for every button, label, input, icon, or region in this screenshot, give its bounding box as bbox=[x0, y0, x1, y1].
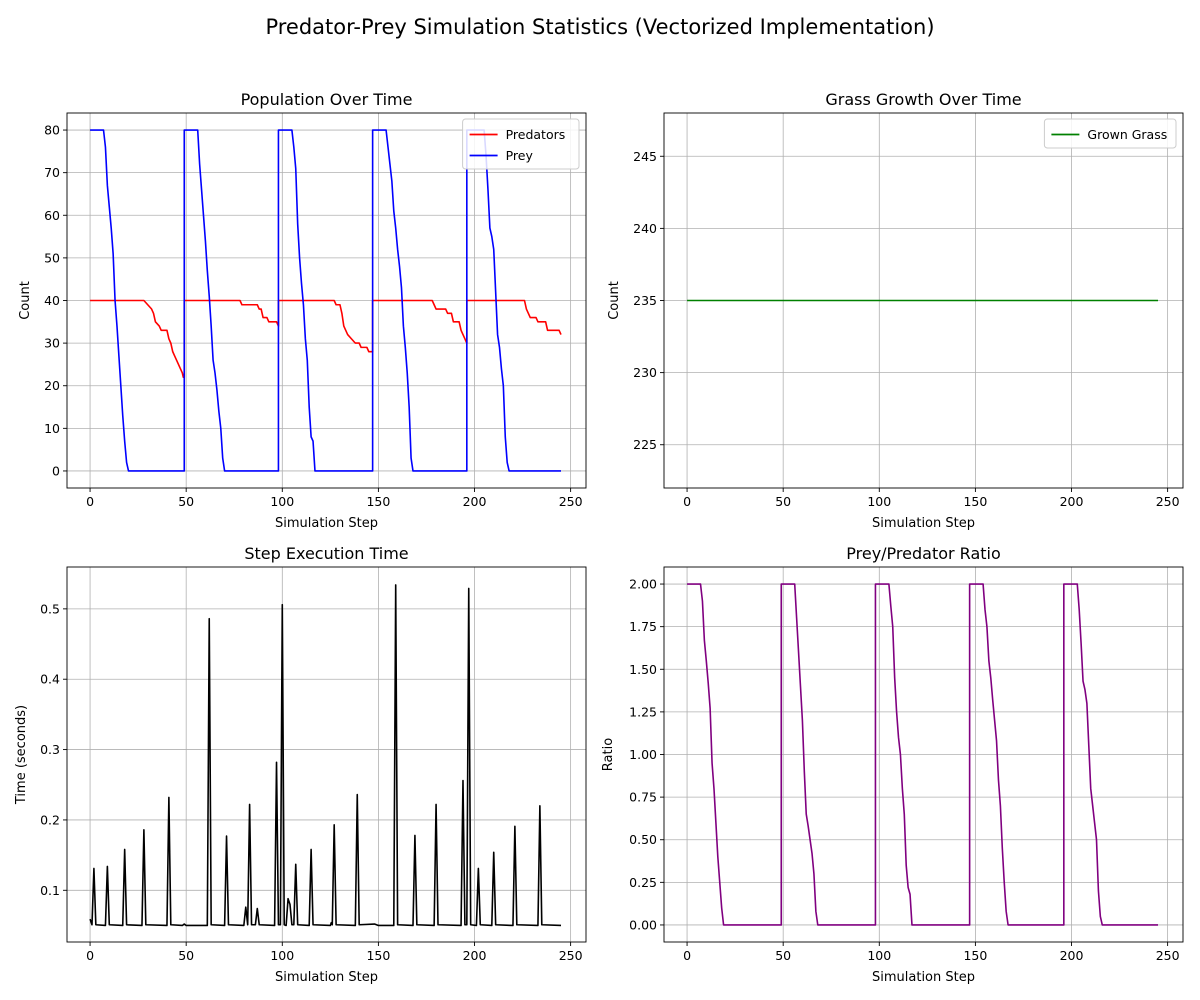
x-tick-label: 200 bbox=[1060, 948, 1084, 963]
x-axis-label: Simulation Step bbox=[872, 516, 975, 531]
legend-label: Prey bbox=[506, 148, 534, 163]
y-axis-label: Ratio bbox=[601, 738, 616, 771]
y-tick-label: 0.4 bbox=[40, 672, 60, 687]
axes-frame bbox=[66, 566, 587, 943]
y-tick-label: 0.3 bbox=[40, 742, 60, 757]
x-tick-label: 150 bbox=[963, 494, 987, 509]
y-tick-label: 1.75 bbox=[629, 619, 657, 634]
y-tick-label: 50 bbox=[44, 250, 60, 265]
y-tick-label: 235 bbox=[633, 293, 657, 308]
x-tick-label: 50 bbox=[178, 948, 194, 963]
x-tick-label: 250 bbox=[1156, 494, 1180, 509]
y-tick-label: 0.50 bbox=[629, 832, 657, 847]
y-tick-label: 80 bbox=[44, 123, 60, 138]
x-tick-label: 0 bbox=[683, 494, 691, 509]
x-tick-label: 200 bbox=[1060, 494, 1084, 509]
x-tick-label: 100 bbox=[270, 948, 294, 963]
y-axis-label: Count bbox=[607, 281, 622, 320]
legend-label: Predators bbox=[506, 127, 566, 142]
x-tick-label: 50 bbox=[178, 494, 194, 509]
legend-box bbox=[462, 118, 580, 170]
x-tick-label: 0 bbox=[683, 948, 691, 963]
x-tick-label: 150 bbox=[366, 494, 390, 509]
y-axis-label: Time (seconds) bbox=[14, 705, 29, 805]
y-tick-label: 225 bbox=[633, 437, 657, 452]
y-tick-label: 2.00 bbox=[629, 577, 657, 592]
figure-title: Predator-Prey Simulation Statistics (Vec… bbox=[265, 15, 935, 39]
y-tick-label: 20 bbox=[44, 378, 60, 393]
legend-label: Grown Grass bbox=[1087, 127, 1167, 142]
y-tick-label: 40 bbox=[44, 293, 60, 308]
x-tick-label: 250 bbox=[559, 494, 583, 509]
x-tick-label: 100 bbox=[867, 948, 891, 963]
series-line-0 bbox=[89, 584, 562, 927]
y-tick-label: 10 bbox=[44, 421, 60, 436]
chart-title: Prey/Predator Ratio bbox=[846, 544, 1001, 563]
x-tick-label: 0 bbox=[86, 948, 94, 963]
y-tick-label: 0 bbox=[52, 463, 60, 478]
x-tick-label: 200 bbox=[463, 948, 487, 963]
y-tick-label: 0.75 bbox=[629, 790, 657, 805]
y-tick-label: 240 bbox=[633, 221, 657, 236]
y-tick-label: 1.00 bbox=[629, 747, 657, 762]
x-tick-label: 200 bbox=[463, 494, 487, 509]
x-tick-label: 250 bbox=[559, 948, 583, 963]
x-tick-label: 150 bbox=[366, 948, 390, 963]
y-tick-label: 0.25 bbox=[629, 875, 657, 890]
x-tick-label: 50 bbox=[775, 494, 791, 509]
y-tick-label: 1.50 bbox=[629, 662, 657, 677]
y-tick-label: 0.00 bbox=[629, 917, 657, 932]
x-tick-label: 0 bbox=[86, 494, 94, 509]
y-tick-label: 245 bbox=[633, 149, 657, 164]
x-axis-label: Simulation Step bbox=[275, 970, 378, 985]
x-tick-label: 100 bbox=[270, 494, 294, 509]
chart-title: Step Execution Time bbox=[244, 544, 408, 563]
y-tick-label: 0.2 bbox=[40, 812, 60, 827]
y-tick-label: 0.1 bbox=[40, 883, 60, 898]
y-axis-label: Count bbox=[18, 281, 33, 320]
y-tick-label: 230 bbox=[633, 365, 657, 380]
y-tick-label: 30 bbox=[44, 336, 60, 351]
x-tick-label: 250 bbox=[1156, 948, 1180, 963]
x-tick-label: 100 bbox=[867, 494, 891, 509]
legend-box bbox=[1043, 118, 1177, 149]
x-tick-label: 150 bbox=[963, 948, 987, 963]
series-line-0 bbox=[687, 583, 1159, 926]
x-tick-label: 50 bbox=[775, 948, 791, 963]
y-tick-label: 60 bbox=[44, 208, 60, 223]
y-tick-label: 0.5 bbox=[40, 601, 60, 616]
x-axis-label: Simulation Step bbox=[275, 516, 378, 531]
x-axis-label: Simulation Step bbox=[872, 970, 975, 985]
y-tick-label: 1.25 bbox=[629, 704, 657, 719]
y-tick-label: 70 bbox=[44, 165, 60, 180]
chart-title: Population Over Time bbox=[241, 90, 413, 109]
chart-title: Grass Growth Over Time bbox=[825, 90, 1021, 109]
